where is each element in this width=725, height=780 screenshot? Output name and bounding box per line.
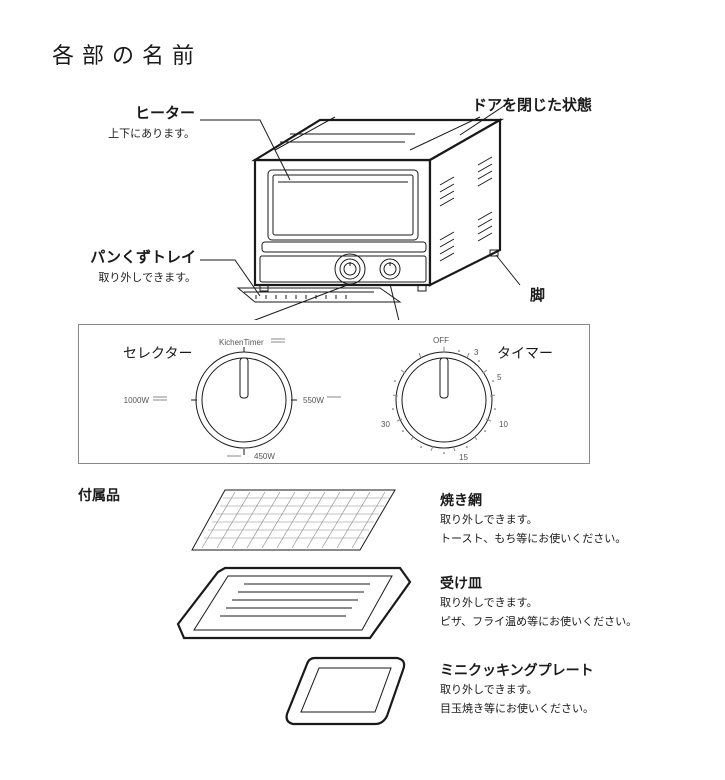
oven-diagram bbox=[200, 90, 530, 320]
timer-15-text: 15 bbox=[459, 453, 468, 462]
crumb-tray-note: 取り外しできます。 bbox=[72, 269, 196, 285]
control-panel: セレクター タイマー KichenTimer 1000W 550W 450W bbox=[78, 324, 590, 464]
timer-off-text: OFF bbox=[433, 336, 449, 345]
tray-label: 受け皿 bbox=[440, 573, 637, 593]
grill-label: 焼き網 bbox=[440, 490, 626, 510]
w450-text: 450W bbox=[254, 452, 275, 461]
crumb-tray-label: パンくずトレイ bbox=[72, 246, 196, 267]
mini-plate-svg bbox=[275, 650, 415, 740]
callout-heater: ヒーター 上下にあります。 bbox=[100, 102, 195, 141]
timer-3-text: 3 bbox=[474, 348, 479, 357]
mini-plate-line2: 目玉焼き等にお使いください。 bbox=[440, 701, 594, 718]
page-title: 各部の名前 bbox=[52, 38, 202, 70]
timer-5-text: 5 bbox=[497, 373, 502, 382]
timer-label: タイマー bbox=[497, 343, 553, 363]
acc-grill: 焼き網 取り外しできます。 トースト、もち等にお使いください。 bbox=[440, 490, 626, 547]
selector-label: セレクター bbox=[123, 343, 192, 363]
callout-crumb-tray: パンくずトレイ 取り外しできます。 bbox=[72, 246, 196, 285]
w550-text: 550W bbox=[303, 396, 324, 405]
callout-door-closed: ドアを閉じた状態 bbox=[472, 94, 592, 115]
mini-plate-line1: 取り外しできます。 bbox=[440, 682, 594, 699]
grill-net-svg bbox=[180, 480, 410, 565]
grill-line2: トースト、もち等にお使いください。 bbox=[440, 531, 626, 548]
tray-line2: ピザ、フライ温め等にお使いください。 bbox=[440, 614, 637, 631]
leg-label: 脚 bbox=[530, 284, 545, 305]
mini-plate-label: ミニクッキングプレート bbox=[440, 660, 594, 680]
w1000-text: 1000W bbox=[124, 396, 150, 405]
kitchen-timer-text: KichenTimer bbox=[219, 338, 264, 347]
timer-10-text: 10 bbox=[499, 420, 508, 429]
receiving-tray-svg bbox=[170, 560, 420, 650]
heater-label: ヒーター bbox=[100, 102, 195, 123]
acc-tray: 受け皿 取り外しできます。 ピザ、フライ温め等にお使いください。 bbox=[440, 573, 637, 630]
acc-mini-plate: ミニクッキングプレート 取り外しできます。 目玉焼き等にお使いください。 bbox=[440, 660, 594, 717]
door-closed-label: ドアを閉じた状態 bbox=[472, 94, 592, 115]
heater-note: 上下にあります。 bbox=[100, 125, 195, 141]
callout-leg: 脚 bbox=[530, 284, 545, 305]
timer-30-text: 30 bbox=[381, 420, 390, 429]
grill-line1: 取り外しできます。 bbox=[440, 512, 626, 529]
accessories-title: 付属品 bbox=[78, 485, 120, 505]
tray-line1: 取り外しできます。 bbox=[440, 595, 637, 612]
